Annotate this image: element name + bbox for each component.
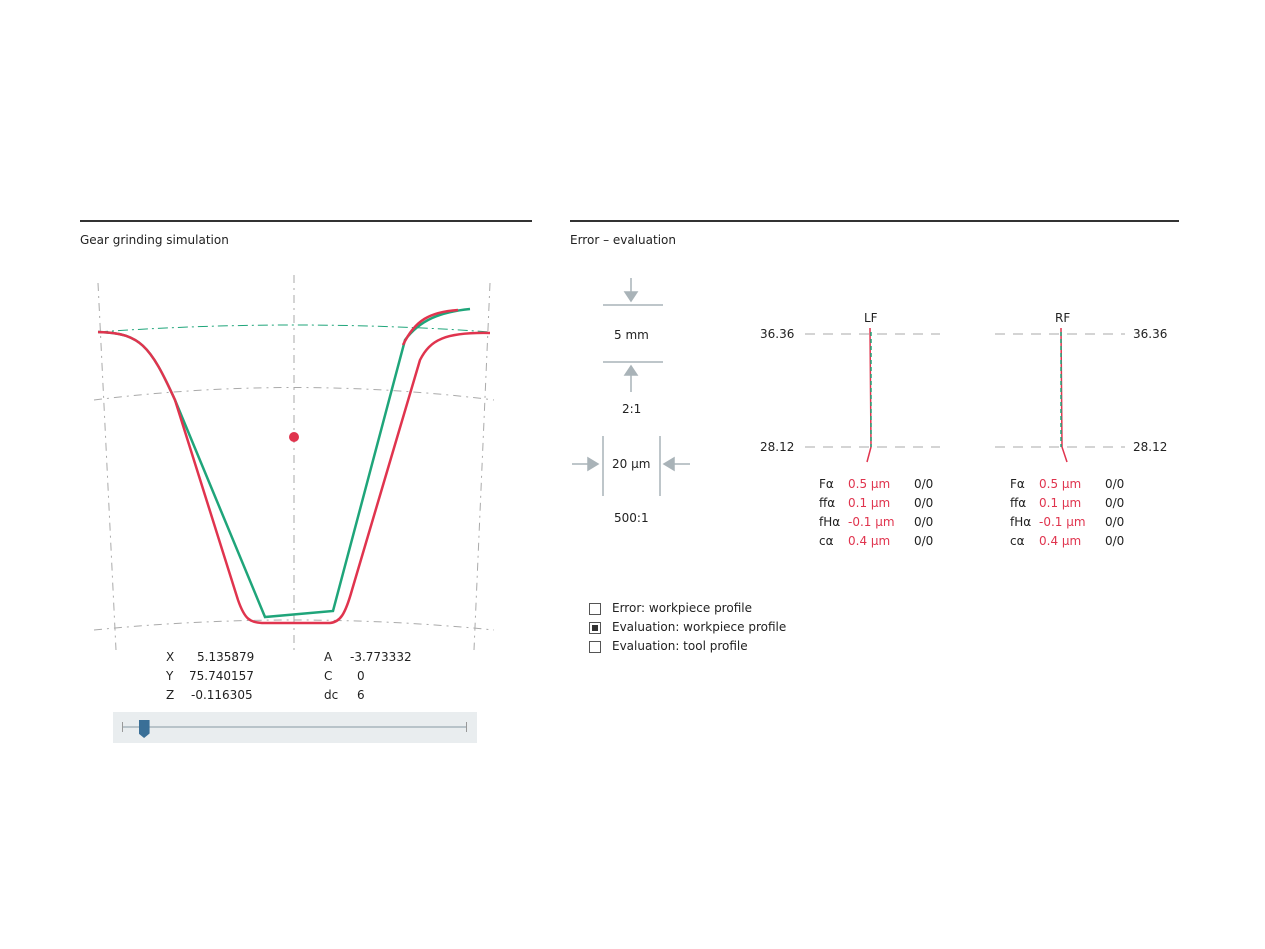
evaluation-workpiece-checkbox[interactable]: [589, 622, 601, 634]
grid-arc: [93, 619, 495, 631]
arrow-down-icon: [623, 291, 639, 303]
length-scale-ratio: 2:1: [622, 402, 642, 416]
option-label[interactable]: Evaluation: tool profile: [612, 639, 748, 653]
dc-label: dc: [324, 688, 339, 702]
rf-count: 0/0: [1105, 534, 1125, 548]
c-value: 0: [357, 669, 365, 683]
lf-count: 0/0: [914, 534, 934, 548]
workpiece-profile-curve: [401, 308, 459, 346]
rf-count: 0/0: [1105, 515, 1125, 529]
rf-name: fHα: [1010, 515, 1032, 529]
rf-value: 0.5 µm: [1039, 477, 1082, 491]
arrow-right-icon: [587, 456, 600, 472]
slider-start-tick: [122, 722, 123, 732]
workpiece-profile-curve: [97, 330, 491, 625]
slider-track[interactable]: [123, 726, 466, 728]
lf-bottom-value: 28.12: [760, 440, 795, 454]
y-label: Y: [166, 669, 174, 683]
center-point-marker: [289, 432, 299, 442]
lf-name: fHα: [819, 515, 841, 529]
lf-label: LF: [864, 311, 878, 325]
c-label: C: [324, 669, 333, 683]
a-label: A: [324, 650, 333, 664]
lf-count: 0/0: [914, 496, 934, 510]
evaluation-tool-checkbox[interactable]: [589, 641, 601, 653]
error-scale-label: 20 µm: [612, 457, 651, 471]
rf-name: cα: [1010, 534, 1025, 548]
rf-label: RF: [1055, 311, 1071, 325]
z-label: Z: [166, 688, 175, 702]
z-value: -0.116305: [191, 688, 253, 702]
lf-name: ffα: [819, 496, 836, 510]
divider: [570, 220, 1179, 222]
lf-value: 0.5 µm: [848, 477, 891, 491]
rf-name: ffα: [1010, 496, 1027, 510]
lf-name: Fα: [819, 477, 834, 491]
panel-title: Gear grinding simulation: [80, 233, 229, 247]
arrow-left-icon: [662, 456, 675, 472]
lf-value: -0.1 µm: [848, 515, 895, 529]
simulation-slider[interactable]: [113, 712, 477, 743]
slider-handle[interactable]: [138, 720, 150, 738]
lf-top-value: 36.36: [760, 327, 795, 341]
x-value: 5.135879: [197, 650, 255, 664]
a-value: -3.773332: [350, 650, 412, 664]
rf-value: 0.1 µm: [1039, 496, 1082, 510]
error-workpiece-checkbox[interactable]: [589, 603, 601, 615]
dc-value: 6: [357, 688, 365, 702]
panel-title: Error – evaluation: [570, 233, 676, 247]
option-label[interactable]: Error: workpiece profile: [612, 601, 752, 615]
rf-value: -0.1 µm: [1039, 515, 1086, 529]
grid-arc: [93, 387, 495, 401]
rf-value: 0.4 µm: [1039, 534, 1082, 548]
y-value: 75.740157: [189, 669, 254, 683]
error-scale-ratio: 500:1: [614, 511, 649, 525]
lf-value: 0.1 µm: [848, 496, 891, 510]
rf-count: 0/0: [1105, 477, 1125, 491]
rf-evaluation-curve: [1060, 327, 1068, 463]
rf-name: Fα: [1010, 477, 1025, 491]
rf-count: 0/0: [1105, 496, 1125, 510]
lf-count: 0/0: [914, 477, 934, 491]
length-scale-label: 5 mm: [614, 328, 649, 342]
slider-end-tick: [466, 722, 467, 732]
lf-value: 0.4 µm: [848, 534, 891, 548]
grid-line: [97, 282, 117, 651]
lf-name: cα: [819, 534, 834, 548]
rf-bottom-value: 28.12: [1133, 440, 1168, 454]
divider: [80, 220, 532, 222]
option-label[interactable]: Evaluation: workpiece profile: [612, 620, 787, 634]
grid-line: [473, 282, 491, 651]
x-label: X: [166, 650, 175, 664]
lf-count: 0/0: [914, 515, 934, 529]
rf-top-value: 36.36: [1133, 327, 1168, 341]
